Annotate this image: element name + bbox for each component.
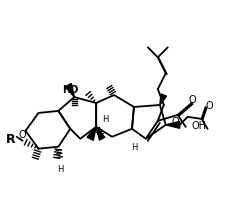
Text: H: H bbox=[102, 115, 108, 124]
Text: O: O bbox=[206, 101, 213, 110]
Polygon shape bbox=[96, 127, 105, 140]
Polygon shape bbox=[65, 84, 74, 98]
Polygon shape bbox=[166, 122, 180, 129]
Text: O: O bbox=[189, 94, 196, 104]
Polygon shape bbox=[87, 127, 96, 141]
Text: H: H bbox=[131, 142, 137, 151]
Text: O: O bbox=[19, 129, 26, 139]
Polygon shape bbox=[160, 94, 166, 105]
Text: HO: HO bbox=[62, 85, 78, 95]
Text: O: O bbox=[172, 116, 180, 126]
Text: H: H bbox=[57, 164, 64, 173]
Text: R: R bbox=[6, 133, 16, 145]
Text: OH: OH bbox=[192, 120, 207, 130]
